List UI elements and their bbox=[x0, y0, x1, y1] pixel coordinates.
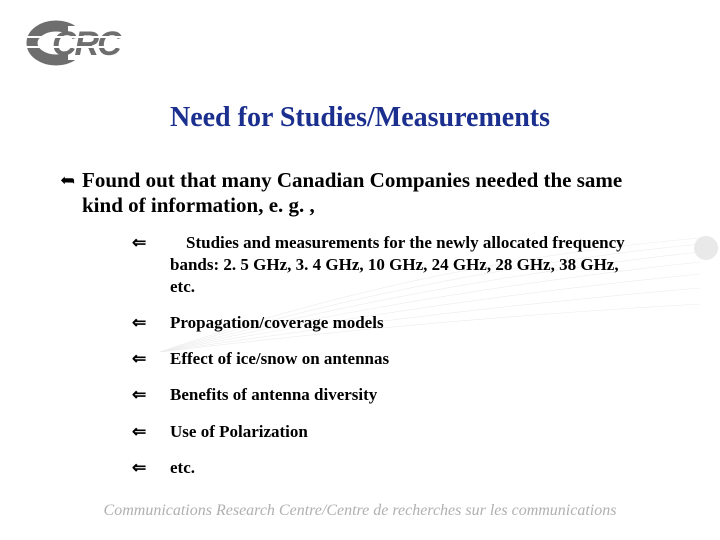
crc-logo: CRC bbox=[22, 18, 162, 68]
left-arrow-icon: ⇐ bbox=[132, 421, 170, 443]
list-item: ⇐ etc. bbox=[132, 457, 642, 479]
footer-text: Communications Research Centre/Centre de… bbox=[0, 502, 720, 520]
sub-bullet-list: ⇐ Studies and measurements for the newly… bbox=[132, 232, 642, 493]
left-arrow-icon: ⇐ bbox=[132, 384, 170, 406]
list-item-text: Use of Polarization bbox=[170, 421, 642, 443]
list-item: ⇐ Propagation/coverage models bbox=[132, 312, 642, 334]
list-item-text: Studies and measurements for the newly a… bbox=[170, 232, 642, 298]
list-item-text: etc. bbox=[170, 457, 642, 479]
list-item: ⇐ Use of Polarization bbox=[132, 421, 642, 443]
list-item: ⇐ Studies and measurements for the newly… bbox=[132, 232, 642, 298]
left-arrow-icon: ⇐ bbox=[132, 348, 170, 370]
left-arrow-icon: ⇐ bbox=[132, 312, 170, 334]
list-item: ⇐ Effect of ice/snow on antennas bbox=[132, 348, 642, 370]
left-arrow-icon: ⇐ bbox=[132, 457, 170, 479]
svg-text:CRC: CRC bbox=[52, 25, 122, 63]
list-item-text: Propagation/coverage models bbox=[170, 312, 642, 334]
list-item-text: Benefits of antenna diversity bbox=[170, 384, 642, 406]
list-item: ⇐ Benefits of antenna diversity bbox=[132, 384, 642, 406]
left-arrow-icon: ⇐ bbox=[132, 232, 170, 254]
list-item-text: Effect of ice/snow on antennas bbox=[170, 348, 642, 370]
arrow-bullet-icon: ➦ bbox=[60, 170, 75, 191]
main-bullet-text: Found out that many Canadian Companies n… bbox=[82, 168, 642, 218]
slide-title: Need for Studies/Measurements bbox=[0, 102, 720, 134]
